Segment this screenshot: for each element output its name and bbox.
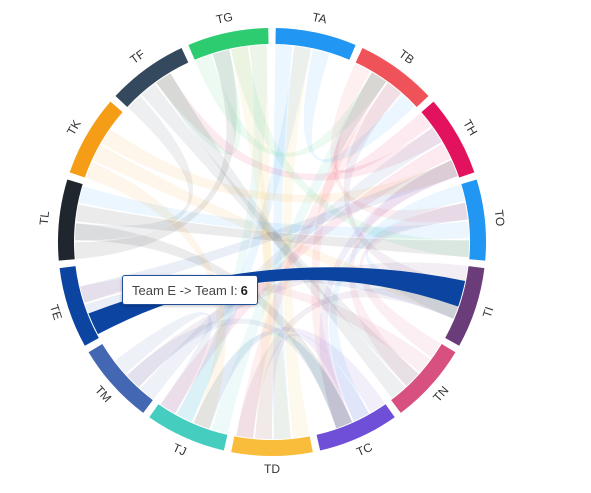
tooltip-value: 6	[240, 282, 248, 298]
ribbon-tk-tj	[85, 162, 226, 429]
ribbon-tf-tn	[141, 83, 419, 386]
label-ti: TI	[480, 305, 497, 319]
arc-tf[interactable]	[115, 48, 189, 107]
ribbon-tb-tc	[311, 72, 387, 429]
label-te: TE	[47, 303, 65, 322]
ribbon-th-tb	[333, 72, 432, 174]
arc-te[interactable]	[59, 266, 99, 346]
ribbon-tm-tc	[126, 318, 353, 429]
arc-tg[interactable]	[188, 28, 269, 60]
ribbon-tk-th	[101, 129, 458, 203]
ribbon-tg-tf	[156, 49, 241, 155]
ribbon-th-tj	[160, 143, 451, 414]
ribbon-tj-tc	[193, 332, 353, 429]
label-tj: TJ	[171, 440, 189, 458]
arcs-layer	[58, 28, 486, 456]
ribbon-tl-tg	[75, 49, 237, 260]
label-th: TH	[460, 117, 480, 138]
arc-tn[interactable]	[391, 343, 456, 413]
ribbon-td-ta	[282, 46, 312, 438]
ribbon-tc-th	[319, 160, 458, 429]
highlight-ribbon-te-ti[interactable]	[88, 267, 466, 335]
highlight-ribbon-layer	[88, 267, 466, 335]
arc-ti[interactable]	[445, 266, 485, 346]
tooltip: Team E -> Team I: 6	[122, 275, 258, 305]
ribbon-tl-to	[76, 204, 469, 258]
arc-tj[interactable]	[149, 404, 228, 451]
ribbon-tm-th	[140, 127, 442, 400]
arc-to[interactable]	[461, 179, 486, 261]
label-tg: TG	[215, 10, 234, 27]
label-tc: TC	[354, 440, 375, 459]
label-tm: TM	[92, 383, 114, 405]
ribbon-tc-td	[255, 333, 370, 439]
ribbon-tn-te	[80, 274, 431, 373]
label-ta: TA	[311, 10, 328, 27]
ribbons-layer	[75, 45, 469, 439]
ribbon-tb-td	[236, 82, 402, 439]
arc-tl[interactable]	[58, 179, 83, 261]
ribbon-ti-td	[236, 288, 460, 439]
ribbon-to-ti	[365, 202, 468, 319]
ribbon-tj-tg	[176, 45, 267, 422]
arc-ta[interactable]	[275, 28, 356, 60]
ribbon-ta-td	[273, 45, 293, 439]
label-tl: TL	[37, 210, 52, 226]
ribbon-tf-tl	[75, 95, 193, 241]
label-tf: TF	[127, 47, 147, 67]
ribbon-td-tg	[231, 46, 291, 439]
ribbon-ti-tm	[126, 262, 468, 388]
ribbon-ta-tb	[303, 49, 415, 163]
label-to: TO	[492, 209, 508, 227]
label-td: TD	[264, 462, 280, 476]
arc-th[interactable]	[421, 101, 475, 178]
ribbon-tj-tb	[211, 72, 387, 434]
ribbon-td-tg	[249, 45, 272, 439]
ribbon-to-tl	[78, 186, 469, 239]
ribbon-tf-tn	[156, 73, 406, 399]
arc-tm[interactable]	[88, 343, 153, 413]
label-tn: TN	[430, 383, 451, 404]
ribbon-te-th	[80, 160, 458, 303]
ribbon-tc-tj	[193, 327, 385, 429]
ribbon-tg-tb	[195, 54, 387, 157]
label-tb: TB	[396, 47, 417, 67]
ribbon-tb-to	[330, 63, 468, 223]
arc-tb[interactable]	[355, 48, 429, 107]
arc-tc[interactable]	[316, 404, 395, 451]
label-tk: TK	[64, 117, 84, 137]
arc-tk[interactable]	[69, 101, 123, 178]
ribbon-tl-tc	[75, 223, 353, 429]
ribbon-ta-tj	[176, 46, 312, 422]
arc-td[interactable]	[231, 436, 313, 456]
ribbon-to-tc	[329, 184, 465, 422]
ribbon-tg-to	[231, 46, 469, 258]
ribbon-tm-tj	[114, 312, 213, 414]
tooltip-text: Team E -> Team I:	[132, 282, 238, 298]
ribbon-tn-to	[359, 202, 468, 358]
ribbon-ti-tb	[343, 82, 465, 302]
ribbon-tn-th	[348, 160, 458, 386]
